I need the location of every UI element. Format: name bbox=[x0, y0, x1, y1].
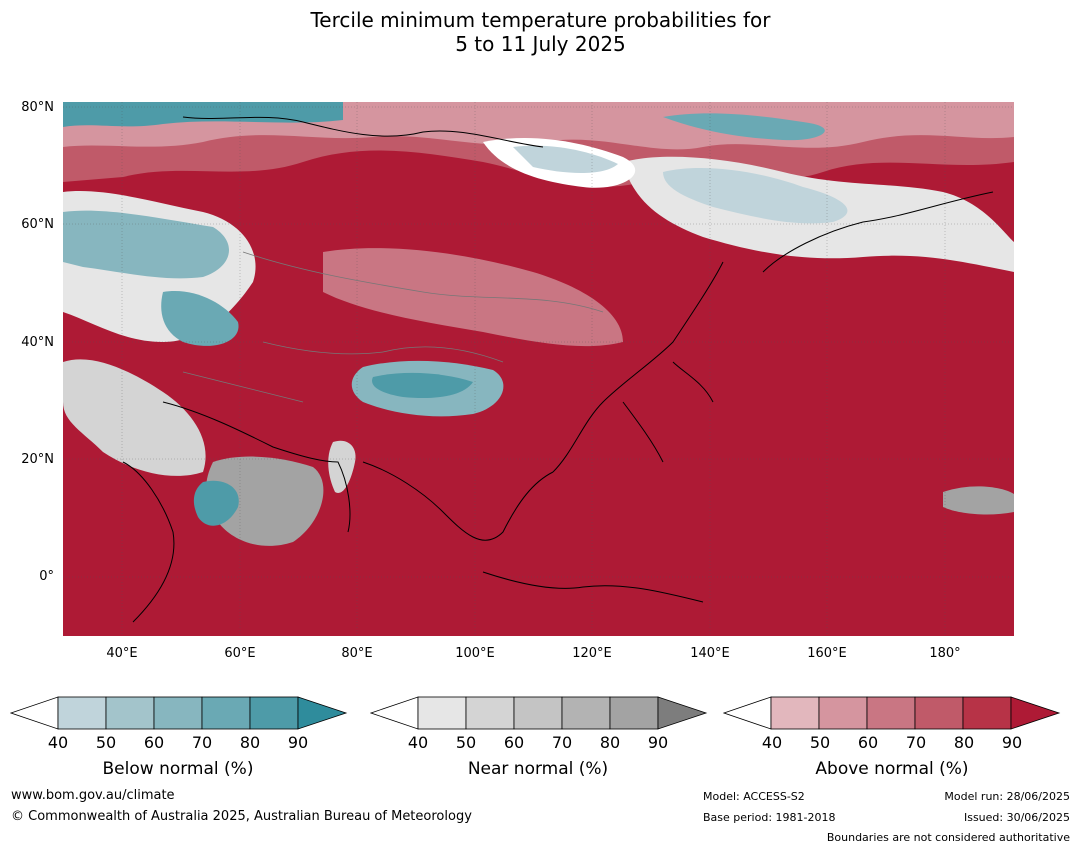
cbar-tick: 50 bbox=[809, 733, 831, 752]
lon-label-80e: 80°E bbox=[341, 646, 373, 661]
colorbar-segment bbox=[465, 696, 515, 730]
colorbar-segment bbox=[962, 696, 1012, 730]
colorbar-segment-high bbox=[1010, 696, 1061, 730]
cbar-tick: 40 bbox=[761, 733, 783, 752]
central-siberia-blue-region bbox=[513, 145, 618, 173]
cbar-tick: 90 bbox=[647, 733, 669, 752]
country-borders bbox=[182, 251, 604, 403]
colorbar-segment bbox=[609, 696, 659, 730]
lat-label-80n: 80°N bbox=[21, 100, 54, 115]
title-line-2: 5 to 11 July 2025 bbox=[455, 32, 626, 56]
colorbar-segment bbox=[866, 696, 916, 730]
title-line-1: Tercile minimum temperature probabilitie… bbox=[310, 8, 771, 32]
map-canvas bbox=[63, 102, 1014, 636]
aral-below-normal-region bbox=[161, 291, 239, 346]
west-below-normal-region bbox=[63, 210, 230, 279]
lon-label-60e: 60°E bbox=[224, 646, 256, 661]
probability-map bbox=[63, 102, 1014, 636]
boundaries-note: Boundaries are not considered authoritat… bbox=[826, 831, 1070, 844]
colorbar-segment bbox=[561, 696, 611, 730]
cbar-tick: 80 bbox=[239, 733, 261, 752]
cbar-tick: 40 bbox=[407, 733, 429, 752]
colorbar-segment-low bbox=[723, 696, 772, 730]
lat-label-40n: 40°N bbox=[21, 335, 54, 350]
near-normal-colorbar bbox=[370, 696, 708, 730]
cbar-tick: 70 bbox=[905, 733, 927, 752]
lon-label-160e: 160°E bbox=[807, 646, 847, 661]
map-title: Tercile minimum temperature probabilitie… bbox=[0, 8, 1081, 56]
colorbar-segment bbox=[818, 696, 868, 730]
arctic-teal-strip-east bbox=[663, 113, 825, 141]
colorbar-segment-high bbox=[657, 696, 708, 730]
colorbar-segment-low bbox=[10, 696, 59, 730]
issued-text: Issued: 30/06/2025 bbox=[963, 811, 1070, 824]
above-normal-title: Above normal (%) bbox=[815, 759, 969, 779]
near-normal-title: Near normal (%) bbox=[467, 759, 609, 779]
cbar-tick: 80 bbox=[599, 733, 621, 752]
colorbar-segment bbox=[105, 696, 155, 730]
above-normal-colorbar bbox=[723, 696, 1061, 730]
base-period-text: Base period: 1981-2018 bbox=[703, 811, 836, 824]
cbar-tick: 70 bbox=[551, 733, 573, 752]
east-siberia-below-normal-region bbox=[663, 167, 848, 224]
lon-label-40e: 40°E bbox=[106, 646, 138, 661]
cbar-tick: 70 bbox=[191, 733, 213, 752]
middle-east-near-normal-region bbox=[63, 359, 206, 476]
lon-label-180: 180° bbox=[929, 646, 961, 661]
colorbar-segment bbox=[770, 696, 820, 730]
colorbar-segment bbox=[249, 696, 299, 730]
colorbar-segment bbox=[153, 696, 203, 730]
cbar-tick: 50 bbox=[95, 733, 117, 752]
cbar-tick: 90 bbox=[287, 733, 309, 752]
copyright-text: © Commonwealth of Australia 2025, Austra… bbox=[11, 809, 472, 824]
coastlines bbox=[122, 116, 994, 623]
arctic-teal-strip-west bbox=[63, 102, 343, 127]
lon-label-140e: 140°E bbox=[690, 646, 730, 661]
tibet-dark-below-normal-region bbox=[372, 372, 473, 399]
lon-label-100e: 100°E bbox=[455, 646, 495, 661]
below-normal-colorbar bbox=[10, 696, 348, 730]
lon-label-120e: 120°E bbox=[572, 646, 612, 661]
mongolia-above-normal-region bbox=[323, 248, 623, 347]
website-link[interactable]: www.bom.gov.au/climate bbox=[11, 788, 175, 803]
cbar-tick: 60 bbox=[503, 733, 525, 752]
cbar-tick: 60 bbox=[857, 733, 879, 752]
colorbar-segment-low bbox=[370, 696, 419, 730]
lat-label-60n: 60°N bbox=[21, 217, 54, 232]
cbar-tick: 40 bbox=[47, 733, 69, 752]
cbar-tick: 60 bbox=[143, 733, 165, 752]
colorbar-segment bbox=[417, 696, 467, 730]
colorbar-segment bbox=[201, 696, 251, 730]
lat-label-20n: 20°N bbox=[21, 452, 54, 467]
cbar-tick: 80 bbox=[953, 733, 975, 752]
model-text: Model: ACCESS-S2 bbox=[703, 790, 805, 803]
colorbar-segment bbox=[914, 696, 964, 730]
model-run-text: Model run: 28/06/2025 bbox=[944, 790, 1070, 803]
ocean-above-normal-region bbox=[63, 102, 1014, 636]
lat-label-equator: 0° bbox=[39, 569, 54, 584]
india-near-normal-region bbox=[328, 440, 356, 493]
colorbar-segment bbox=[513, 696, 563, 730]
arabian-sea-below-normal-region bbox=[193, 480, 239, 526]
colorbar-segment-high bbox=[297, 696, 348, 730]
arabian-sea-near-normal-region bbox=[206, 456, 324, 546]
pacific-near-normal-region bbox=[943, 486, 1014, 515]
cbar-tick: 90 bbox=[1001, 733, 1023, 752]
below-normal-title: Below normal (%) bbox=[102, 759, 254, 779]
cbar-tick: 50 bbox=[455, 733, 477, 752]
colorbar-segment bbox=[57, 696, 107, 730]
